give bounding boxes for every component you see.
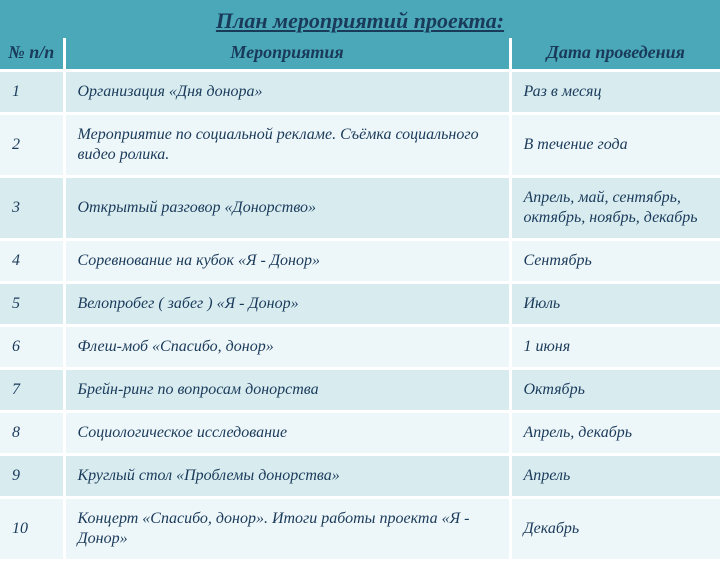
table-row: 10Концерт «Спасибо, донор». Итоги работы…: [0, 498, 720, 561]
cell-num: 2: [0, 114, 64, 177]
table-row: 6Флеш-моб «Спасибо, донор»1 июня: [0, 326, 720, 369]
cell-event: Брейн-ринг по вопросам донорства: [64, 369, 510, 412]
table-row: 5Велопробег ( забег ) «Я - Донор»Июль: [0, 283, 720, 326]
cell-date: 1 июня: [510, 326, 720, 369]
cell-event: Социологическое исследование: [64, 412, 510, 455]
cell-event: Открытый разговор «Донорство»: [64, 177, 510, 240]
cell-date: Сентябрь: [510, 240, 720, 283]
col-header-date: Дата проведения: [510, 38, 720, 71]
cell-event: Организация «Дня донора»: [64, 71, 510, 114]
cell-num: 5: [0, 283, 64, 326]
cell-event: Соревнование на кубок «Я - Донор»: [64, 240, 510, 283]
cell-num: 3: [0, 177, 64, 240]
cell-date: Апрель: [510, 455, 720, 498]
cell-num: 8: [0, 412, 64, 455]
page-title: План мероприятий проекта:: [0, 0, 720, 38]
table-row: 8Социологическое исследованиеАпрель, дек…: [0, 412, 720, 455]
table-header-row: № п/п Мероприятия Дата проведения: [0, 38, 720, 71]
table-row: 1Организация «Дня донора»Раз в месяц: [0, 71, 720, 114]
cell-date: Октябрь: [510, 369, 720, 412]
cell-event: Велопробег ( забег ) «Я - Донор»: [64, 283, 510, 326]
table-row: 4Соревнование на кубок «Я - Донор»Сентяб…: [0, 240, 720, 283]
table-row: 7Брейн-ринг по вопросам донорстваОктябрь: [0, 369, 720, 412]
cell-date: В течение года: [510, 114, 720, 177]
cell-date: Декабрь: [510, 498, 720, 561]
cell-date: Апрель, май, сентябрь, октябрь, ноябрь, …: [510, 177, 720, 240]
events-table: № п/п Мероприятия Дата проведения 1Орган…: [0, 38, 720, 562]
cell-num: 4: [0, 240, 64, 283]
cell-event: Круглый стол «Проблемы донорства»: [64, 455, 510, 498]
col-header-event: Мероприятия: [64, 38, 510, 71]
cell-event: Мероприятие по социальной рекламе. Съёмк…: [64, 114, 510, 177]
table-row: 9Круглый стол «Проблемы донорства»Апрель: [0, 455, 720, 498]
cell-date: Апрель, декабрь: [510, 412, 720, 455]
cell-num: 6: [0, 326, 64, 369]
table-row: 2Мероприятие по социальной рекламе. Съём…: [0, 114, 720, 177]
table-body: 1Организация «Дня донора»Раз в месяц 2Ме…: [0, 71, 720, 561]
cell-event: Флеш-моб «Спасибо, донор»: [64, 326, 510, 369]
cell-num: 10: [0, 498, 64, 561]
cell-date: Июль: [510, 283, 720, 326]
cell-num: 7: [0, 369, 64, 412]
cell-num: 9: [0, 455, 64, 498]
cell-event: Концерт «Спасибо, донор». Итоги работы п…: [64, 498, 510, 561]
cell-date: Раз в месяц: [510, 71, 720, 114]
table-row: 3Открытый разговор «Донорство»Апрель, ма…: [0, 177, 720, 240]
cell-num: 1: [0, 71, 64, 114]
col-header-num: № п/п: [0, 38, 64, 71]
